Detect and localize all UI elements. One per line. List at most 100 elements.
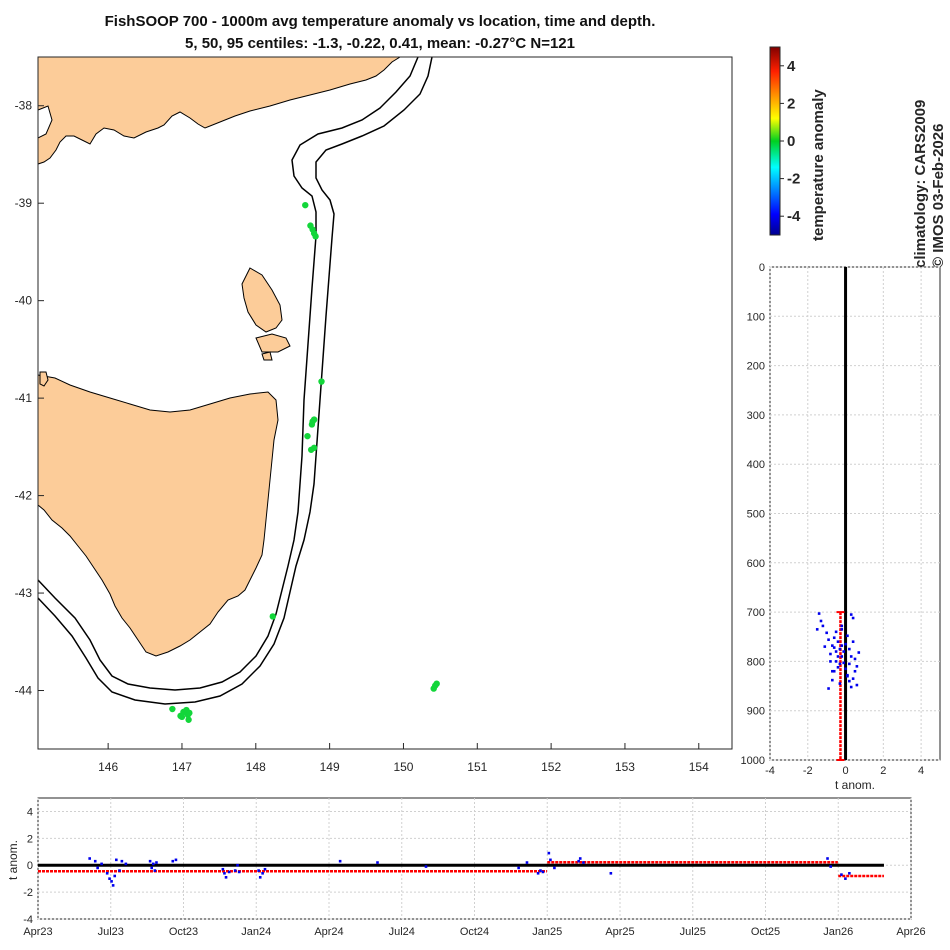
map-xtick-label: 154 xyxy=(689,760,709,774)
map-data-point xyxy=(433,680,440,687)
timeseries-data-point xyxy=(261,871,264,875)
profile-data-point xyxy=(832,669,836,673)
timeseries-data-point xyxy=(547,851,551,855)
profile-data-point xyxy=(838,662,842,666)
profile-data-point xyxy=(849,613,853,616)
timeseries-ytick-label: 2 xyxy=(27,833,33,845)
profile-data-point xyxy=(827,687,830,690)
profile-data-point xyxy=(836,655,840,658)
profile-data-point xyxy=(836,640,840,643)
profile-data-point xyxy=(840,624,844,628)
timeseries-data-point xyxy=(536,871,540,875)
timeseries-xtick-label: Jul23 xyxy=(98,926,124,938)
flinders-island xyxy=(241,267,283,333)
map-axes-frame xyxy=(37,56,733,750)
timeseries-data-point xyxy=(541,870,545,874)
profile-data-point xyxy=(829,660,832,663)
profile-data-point xyxy=(815,628,819,631)
profile-data-point xyxy=(834,650,838,653)
timeseries-data-point xyxy=(840,873,843,876)
small-island xyxy=(261,351,273,361)
profile-data-point xyxy=(849,685,853,689)
timeseries-data-point xyxy=(424,865,428,868)
colorbar: 4 2 0 -2 -4 temperature anomaly xyxy=(769,46,827,241)
timeseries-data-point xyxy=(233,869,237,872)
map-data-point xyxy=(269,613,276,620)
profile-data-point xyxy=(831,644,834,647)
timeseries-data-point xyxy=(258,876,262,879)
colorbar-tick-label: 2 xyxy=(787,95,795,112)
timeseries-data-point xyxy=(539,869,542,872)
credit-block: climatology: CARS2009 © IMOS 03-Feb-2026 xyxy=(912,100,947,268)
profile-data-point xyxy=(823,645,827,648)
timeseries-data-point xyxy=(153,869,157,872)
timeseries-data-point xyxy=(826,857,829,860)
timeseries-data-point xyxy=(609,871,613,875)
timeseries-data-point xyxy=(848,871,851,875)
profile-data-point xyxy=(838,647,842,651)
timeseries-xtick-label: Jul25 xyxy=(680,926,706,938)
contour-1000m xyxy=(37,56,433,705)
map-data-point xyxy=(308,421,316,428)
profile-data-point xyxy=(834,630,838,634)
chart-title-line2: 5, 50, 95 centiles: -1.3, -0.22, 0.41, m… xyxy=(185,35,575,52)
profile-data-point xyxy=(844,667,847,671)
profile-data-point xyxy=(853,669,857,673)
profile-xtick-label: 4 xyxy=(918,765,924,777)
credit-climatology: climatology: CARS2009 xyxy=(912,100,929,268)
timeseries-data-point xyxy=(124,862,128,866)
profile-data-point xyxy=(855,665,859,668)
timeseries-data-point xyxy=(96,866,99,870)
map-ytick-label: -39 xyxy=(15,196,33,210)
map-ytick-label: -44 xyxy=(15,684,33,698)
timeseries-data-point xyxy=(553,866,556,870)
mainland-landmass xyxy=(37,56,402,165)
profile-data-point xyxy=(817,612,821,615)
map-ytick-label: -40 xyxy=(15,294,33,308)
profile-data-point xyxy=(834,660,838,663)
profile-xlabel: t anom. xyxy=(835,778,875,792)
colorbar-tick-label: -4 xyxy=(787,208,801,225)
timeseries-xtick-label: Apr23 xyxy=(23,926,52,938)
map-ytick-label: -43 xyxy=(15,586,33,600)
profile-data-point xyxy=(851,616,855,620)
colorbar-label: temperature anomaly xyxy=(810,89,827,241)
profile-ytick-label: 800 xyxy=(747,656,765,668)
timeseries-data-point xyxy=(111,884,115,887)
map-xtick-label: 151 xyxy=(467,760,487,774)
contour-200m xyxy=(37,56,419,691)
map-xtick-label: 150 xyxy=(393,760,413,774)
profile-data-point xyxy=(857,651,861,654)
timeseries-data-point xyxy=(376,861,379,864)
timeseries-data-point xyxy=(227,870,231,874)
timeseries-data-point xyxy=(223,871,226,875)
timeseries-data-point xyxy=(174,858,178,862)
map-panel: 146 147 148 149 150 151 152 153 154 -38 -39 -40 -41… xyxy=(15,56,733,774)
profile-ytick-label: 700 xyxy=(747,607,765,619)
profile-data-point xyxy=(846,634,849,638)
profile-ytick-label: 600 xyxy=(747,558,765,570)
profile-data-point xyxy=(819,619,823,623)
timeseries-ytick-label: 4 xyxy=(27,806,33,818)
king-island xyxy=(39,371,49,387)
timeseries-ytick-label: -4 xyxy=(23,914,33,926)
timeseries-data-point xyxy=(221,867,225,871)
timeseries-data-point xyxy=(100,862,103,866)
profile-ytick-label: 900 xyxy=(747,706,765,718)
profile-data-point xyxy=(840,655,844,658)
timeseries-data-point xyxy=(118,869,121,872)
timeseries-data-point xyxy=(115,858,118,862)
colorbar-gradient xyxy=(769,46,781,236)
map-data-point xyxy=(318,378,325,385)
profile-ytick-label: 400 xyxy=(747,459,765,471)
timeseries-data-point xyxy=(105,871,109,875)
timeseries-data-point xyxy=(549,858,552,862)
timeseries-data-point xyxy=(829,865,832,868)
timeseries-xtick-label: Jan26 xyxy=(823,926,853,938)
timeseries-xtick-label: Jan24 xyxy=(241,926,271,938)
map-ytick-label: -38 xyxy=(15,99,33,113)
profile-xtick-label: -2 xyxy=(803,765,813,777)
profile-xtick-label: 0 xyxy=(842,765,848,777)
profile-data-point xyxy=(832,646,836,649)
